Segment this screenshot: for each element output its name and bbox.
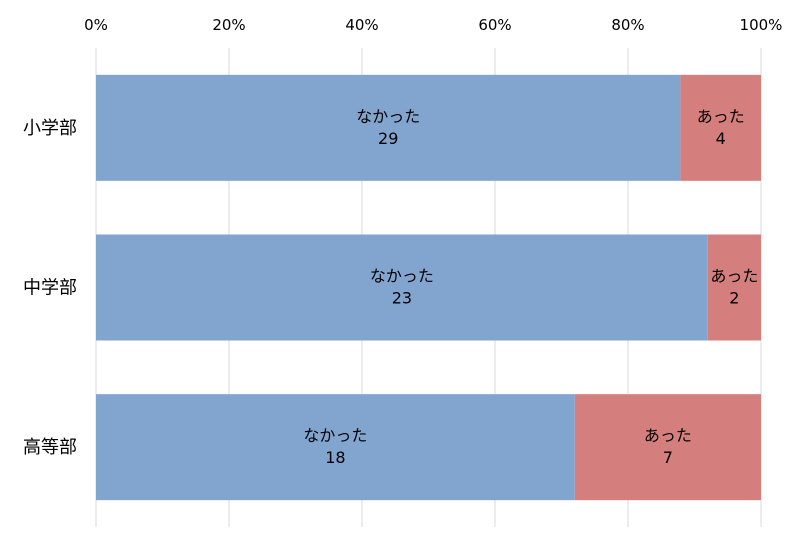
bar-segments: なかった 29 あった 4 なかった 23 あった 2 なかった 18 あった 7 [96,74,761,501]
category-label: 小学部 [23,118,77,139]
segment-series-label: あった [644,426,692,445]
bar-segment [96,394,575,501]
x-tick-label: 20% [212,16,245,34]
segment-value-label: 29 [378,129,398,148]
segment-value-label: 7 [663,448,673,467]
bar-segment [96,74,681,181]
x-axis-tick-labels: 0% 20% 40% 60% 80% 100% [84,16,782,34]
x-tick-label: 60% [478,16,511,34]
segment-value-label: 4 [716,129,726,148]
x-tick-label: 100% [740,16,783,34]
bar-segment [574,394,761,501]
x-tick-label: 80% [611,16,644,34]
segment-series-label: あった [697,107,745,126]
segment-value-label: 2 [729,289,739,308]
x-tick-label: 40% [345,16,378,34]
segment-series-label: なかった [370,267,434,286]
segment-series-label: なかった [303,426,367,445]
segment-value-label: 18 [325,448,345,467]
bar-segment [96,234,708,341]
x-tick-label: 0% [84,16,108,34]
bar-segment [680,74,761,181]
bar-segment [707,234,761,341]
category-label: 中学部 [23,278,77,299]
segment-series-label: なかった [356,107,420,126]
segment-series-label: あった [710,267,758,286]
segment-value-label: 23 [392,289,412,308]
category-label: 高等部 [23,437,77,458]
